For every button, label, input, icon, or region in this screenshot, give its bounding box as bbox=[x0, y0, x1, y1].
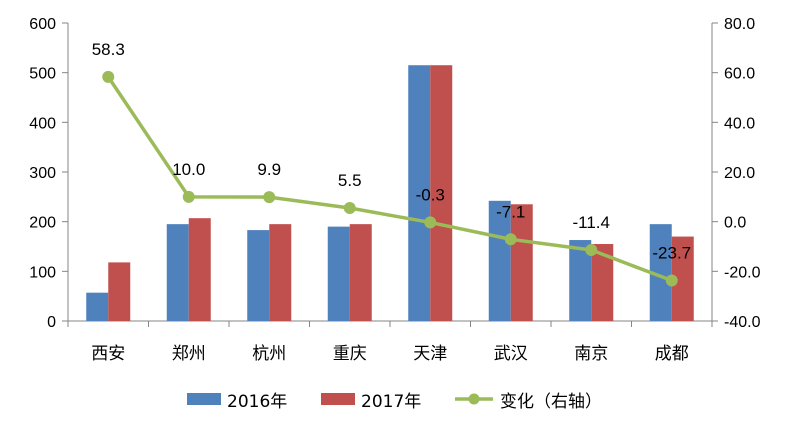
data-label: -7.1 bbox=[496, 202, 525, 221]
legend-label: 2017年 bbox=[361, 392, 421, 412]
right-tick-label: 60.0 bbox=[724, 66, 755, 83]
bar-2017年 bbox=[671, 236, 694, 321]
left-tick-label: 0 bbox=[47, 314, 56, 331]
category-label: 武汉 bbox=[494, 344, 528, 364]
left-tick-label: 500 bbox=[29, 66, 56, 83]
left-tick-label: 600 bbox=[29, 16, 56, 33]
right-tick-label: 40.0 bbox=[724, 115, 755, 132]
bar-2017年 bbox=[510, 204, 533, 321]
bar-2017年 bbox=[591, 244, 614, 321]
category-label: 西安 bbox=[91, 344, 125, 364]
left-tick-label: 200 bbox=[29, 215, 56, 232]
left-tick-label: 400 bbox=[29, 115, 56, 132]
change-point bbox=[665, 274, 678, 287]
category-label: 南京 bbox=[574, 344, 608, 364]
bar-2016年 bbox=[408, 65, 431, 321]
legend-swatch bbox=[321, 393, 355, 405]
change-point bbox=[263, 191, 276, 204]
bar-2016年 bbox=[569, 240, 592, 321]
change-point bbox=[585, 243, 598, 256]
data-labels: 58.3 10.0 9.9 5.5 -0.3 -7.1 -11.4 -23.7 bbox=[92, 40, 691, 263]
right-tick-label: 0.0 bbox=[724, 215, 746, 232]
right-tick-label: -20.0 bbox=[724, 264, 761, 281]
data-label: 10.0 bbox=[172, 160, 205, 179]
bar-2016年 bbox=[649, 224, 672, 321]
bar-2016年 bbox=[488, 200, 511, 321]
data-label: -23.7 bbox=[652, 244, 691, 263]
bar-2016年 bbox=[86, 292, 109, 321]
change-point bbox=[504, 233, 517, 246]
category-label: 郑州 bbox=[172, 344, 206, 364]
legend-label: 变化（右轴） bbox=[500, 392, 602, 412]
category-label: 杭州 bbox=[252, 344, 286, 364]
right-tick-label: -40.0 bbox=[724, 314, 761, 331]
right-tick-label: 20.0 bbox=[724, 165, 755, 182]
bar-2017年 bbox=[269, 224, 292, 321]
left-tick-label: 100 bbox=[29, 264, 56, 281]
legend-label: 2016年 bbox=[227, 392, 287, 412]
bar-2016年 bbox=[247, 230, 270, 321]
legend: 2016年 2017年 变化（右轴） bbox=[187, 392, 602, 412]
change-point bbox=[102, 70, 115, 83]
axes: 0 100 200 300 400 500 600 -40.0 -20.0 0.0 20.0 40.0… bbox=[29, 16, 760, 364]
change-point bbox=[343, 202, 356, 215]
data-label: 58.3 bbox=[92, 40, 125, 59]
change-line bbox=[106, 75, 673, 283]
data-label: -0.3 bbox=[416, 185, 445, 204]
category-label: 重庆 bbox=[333, 344, 367, 364]
legend-swatch bbox=[187, 393, 221, 405]
bars bbox=[86, 65, 694, 321]
bar-2016年 bbox=[327, 226, 350, 321]
bar-2017年 bbox=[188, 218, 211, 321]
line-series bbox=[102, 70, 678, 287]
right-tick-label: 80.0 bbox=[724, 16, 755, 33]
data-label: 5.5 bbox=[338, 171, 362, 190]
category-label: 天津 bbox=[413, 344, 447, 364]
left-tick-label: 300 bbox=[29, 165, 56, 182]
category-label: 成都 bbox=[655, 344, 689, 364]
data-label: -11.4 bbox=[573, 213, 611, 232]
bar-2016年 bbox=[166, 224, 189, 321]
legend-line-marker bbox=[468, 393, 480, 405]
change-point bbox=[182, 190, 195, 203]
data-label: 9.9 bbox=[257, 160, 281, 179]
bar-2017年 bbox=[430, 65, 453, 321]
bar-2017年 bbox=[108, 262, 131, 321]
change-point bbox=[424, 216, 437, 229]
bar-2017年 bbox=[349, 224, 372, 321]
